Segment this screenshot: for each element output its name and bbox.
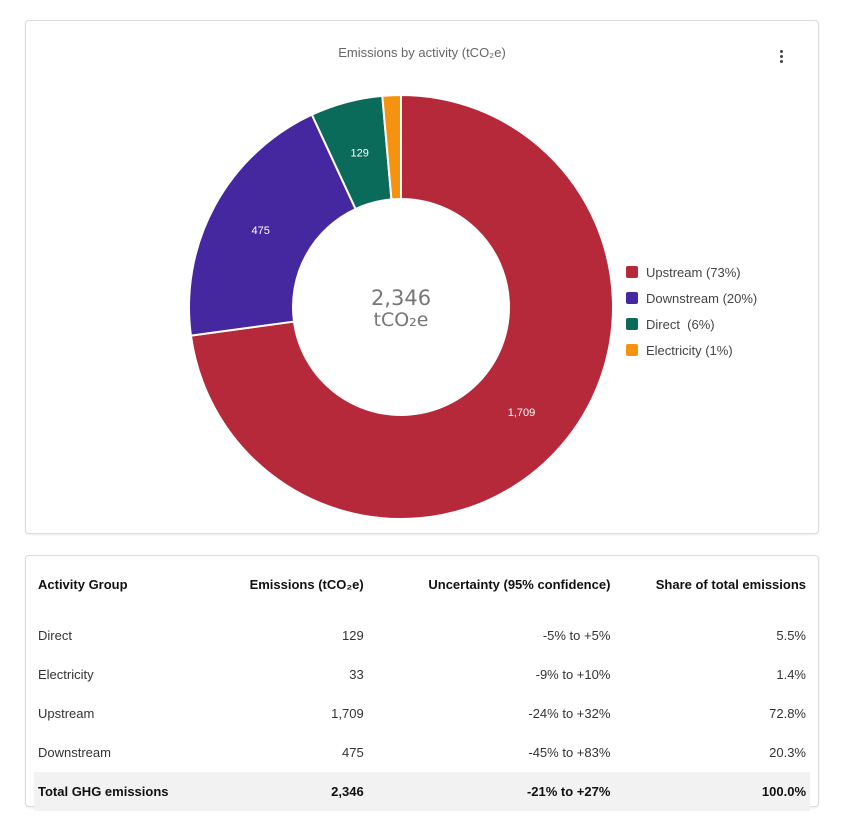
table-row: Electricity 33 -9% to +10% 1.4% [34,655,810,694]
table-total-row: Total GHG emissions 2,346 -21% to +27% 1… [34,772,810,811]
table-row: Downstream 475 -45% to +83% 20.3% [34,733,810,772]
legend-item-downstream[interactable]: Downstream (20%) [626,285,757,311]
emissions-table-card: Activity Group Emissions (tCO₂e) Uncerta… [25,555,819,811]
cell-uncertainty: -24% to +32% [528,706,611,721]
legend-label: Upstream (73%) [646,264,741,280]
total-share: 100.0% [614,772,810,811]
legend-label: Direct (6%) [646,316,715,332]
legend-swatch [626,344,638,356]
total-label: Total GHG emissions [34,772,216,811]
cell-activity: Downstream [38,745,111,760]
table-header-row: Activity Group Emissions (tCO₂e) Uncerta… [34,564,810,604]
cell-emissions: 1,709 [331,706,364,721]
cell-uncertainty: -9% to +10% [535,667,611,682]
header-uncertainty: Uncertainty (95% confidence) [428,576,611,592]
slice-label-upstream: 1,709 [508,407,536,419]
slice-upstream[interactable] [189,93,614,520]
center-unit: tCO₂e [374,309,429,331]
table-spacer [34,604,810,616]
chart-legend: Upstream (73%) Downstream (20%) Direct (6%… [626,259,757,363]
header-share: Share of total emissions [655,576,806,592]
center-total: 2,346 [371,286,431,310]
cell-share: 1.4% [776,667,806,682]
slice-electricity[interactable] [381,93,402,201]
legend-label: Downstream (20%) [646,290,758,306]
chart-title: Emissions by activity (tCO₂e) [338,45,506,60]
legend-swatch [626,318,638,330]
cell-share: 5.5% [776,628,806,643]
legend-label: Electricity (1%) [646,342,733,358]
cell-share: 20.3% [769,745,806,760]
cell-activity: Upstream [38,706,95,721]
total-emissions: 2,346 [215,772,368,811]
legend-item-upstream[interactable]: Upstream (73%) [626,259,757,285]
slice-label-downstream: 475 [251,225,269,237]
legend-swatch [626,266,638,278]
table-row: Direct 129 -5% to +5% 5.5% [34,616,810,655]
legend-item-electricity[interactable]: Electricity (1%) [626,337,757,363]
table-row: Upstream 1,709 -24% to +32% 72.8% [34,694,810,733]
more-vertical-icon[interactable] [772,47,790,65]
cell-activity: Electricity [38,667,94,682]
cell-emissions: 129 [342,628,364,643]
cell-uncertainty: -5% to +5% [542,628,611,643]
chart-card: Emissions by activity (tCO₂e) 1,709 475 12… [25,20,819,534]
slice-label-direct: 129 [351,147,369,159]
donut-chart: 1,709 475 129 2,346 tCO₂e [188,93,614,520]
cell-emissions: 33 [349,667,364,682]
total-uncertainty: -21% to +27% [367,772,615,811]
cell-activity: Direct [38,628,72,643]
legend-item-direct[interactable]: Direct (6%) [626,311,757,337]
header-activity-group: Activity Group [38,576,128,592]
emissions-table: Activity Group Emissions (tCO₂e) Uncerta… [34,564,810,811]
header-emissions: Emissions (tCO₂e) [249,576,364,592]
cell-uncertainty: -45% to +83% [528,745,611,760]
cell-share: 72.8% [769,706,806,721]
slice-downstream[interactable] [188,113,357,337]
cell-emissions: 475 [342,745,364,760]
legend-swatch [626,292,638,304]
